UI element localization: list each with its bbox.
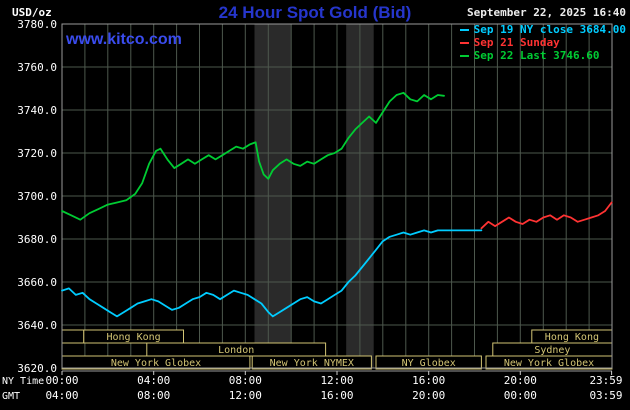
- chart-title: 24 Hour Spot Gold (Bid): [218, 3, 412, 22]
- y-tick-label: 3740.0: [17, 104, 57, 117]
- series-line-sep19: [61, 229, 483, 318]
- y-tick-label: 3640.0: [17, 319, 57, 332]
- x-tick-label-gmt: 08:00: [137, 389, 170, 402]
- series-line-sep21: [480, 201, 613, 230]
- legend: Sep 19 NY close 3684.00 Sep 21 Sunday Sep …: [459, 23, 626, 62]
- x-tick-label-gmt: 03:59: [589, 389, 622, 402]
- x-tick-label-gmt: 16:00: [320, 389, 353, 402]
- session-label: New York Globex: [111, 358, 201, 369]
- x-tick-label-ny: 20:00: [504, 374, 537, 387]
- legend-swatch-icon: [459, 28, 469, 31]
- x-tick-label-ny: 12:00: [320, 374, 353, 387]
- session-label: New York NYMEX: [270, 358, 354, 369]
- y-tick-label: 3780.0: [17, 18, 57, 31]
- legend-item: Sep 19 NY close 3684.00: [459, 23, 626, 36]
- x-tick-label-ny: 04:00: [137, 374, 170, 387]
- y-axis-units-label: USD/oz: [12, 6, 52, 19]
- session-label: Hong Kong: [107, 332, 161, 343]
- session-label: NY Globex: [402, 358, 456, 369]
- y-tick-label: 3680.0: [17, 233, 57, 246]
- x-tick-label-gmt: 00:00: [504, 389, 537, 402]
- session-label: New York Globex: [504, 358, 594, 369]
- legend-item: Sep 22 Last 3746.60: [459, 49, 626, 62]
- datetime-label: September 22, 2025 16:40: [467, 6, 626, 19]
- x-tick-label-gmt: 20:00: [412, 389, 445, 402]
- session-label: London: [218, 345, 254, 356]
- legend-item: Sep 21 Sunday: [459, 36, 626, 49]
- kitco-watermark-link[interactable]: www.kitco.com: [66, 31, 182, 48]
- x-tick-label-ny: 00:00: [45, 374, 78, 387]
- legend-label: Sep 21 Sunday: [473, 36, 560, 49]
- x-tick-label-ny: 23:59: [589, 374, 622, 387]
- session-box: [61, 329, 85, 344]
- series-line-sep22: [61, 91, 445, 221]
- y-tick-label: 3720.0: [17, 147, 57, 160]
- gmt-axis-caption: GMT: [2, 391, 20, 402]
- x-tick-label-ny: 08:00: [229, 374, 262, 387]
- y-tick-label: 3620.0: [17, 362, 57, 375]
- y-tick-label: 3760.0: [17, 61, 57, 74]
- y-tick-label: 3660.0: [17, 276, 57, 289]
- x-tick-label-ny: 16:00: [412, 374, 445, 387]
- ny-time-axis-caption: NY Time: [2, 376, 44, 387]
- plot-frame: [61, 23, 613, 369]
- legend-label: Sep 22 Last 3746.60: [473, 49, 600, 62]
- x-tick-label-gmt: 12:00: [229, 389, 262, 402]
- session-label: Hong Kong: [545, 332, 599, 343]
- y-tick-label: 3700.0: [17, 190, 57, 203]
- legend-swatch-icon: [459, 41, 469, 44]
- legend-swatch-icon: [459, 54, 469, 57]
- session-box: [375, 355, 482, 370]
- session-label: Sydney: [534, 345, 570, 356]
- session-box: [251, 355, 372, 370]
- session-box: [83, 329, 184, 344]
- x-tick-label-gmt: 04:00: [45, 389, 78, 402]
- legend-label: Sep 19 NY close 3684.00: [473, 23, 626, 36]
